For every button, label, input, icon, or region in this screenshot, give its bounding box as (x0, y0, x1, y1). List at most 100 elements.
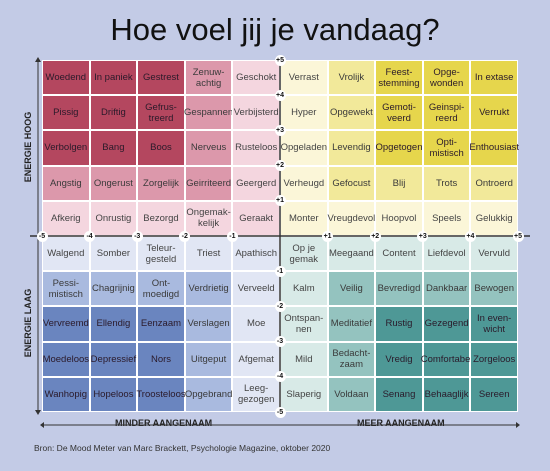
mood-cell: Gespannen (184, 95, 233, 131)
y-tick: +3 (274, 124, 286, 136)
mood-cell: Hopeloos (89, 376, 138, 412)
mood-cell: Bang (89, 130, 138, 166)
x-tick: -1 (226, 230, 238, 242)
mood-cell: Gefocust (327, 165, 376, 201)
mood-cell: Trots (422, 165, 471, 201)
mood-cell: Ontspan- nen (280, 306, 328, 342)
mood-cell: Boos (137, 130, 185, 166)
mood-cell: Nors (137, 341, 185, 377)
y-tick: -3 (274, 336, 286, 348)
mood-cell: Leeg- gezogen (232, 376, 280, 412)
mood-cell: Gelukkig (470, 200, 518, 236)
mood-cell: Bewogen (470, 271, 518, 307)
mood-cell: Geschokt (232, 60, 280, 96)
mood-cell: In paniek (89, 60, 138, 96)
mood-cell: Kalm (280, 271, 328, 307)
mood-cell: Geirriteerd (184, 165, 233, 201)
x-tick: -5 (36, 230, 48, 242)
x-tick: +2 (369, 230, 381, 242)
mood-cell: Verslagen (184, 306, 233, 342)
mood-cell: Angstig (42, 165, 90, 201)
mood-cell: Uitgeput (184, 341, 233, 377)
x-tick: -2 (179, 230, 191, 242)
mood-cell: Opgeladen (280, 130, 328, 166)
mood-cell: Voldaan (327, 376, 376, 412)
mood-cell: Vrolijk (327, 60, 376, 96)
mood-cell: Mild (280, 341, 328, 377)
axis-label-energy-high: ENERGIE HOOG (23, 111, 33, 183)
y-tick: +2 (274, 160, 286, 172)
mood-cell: In extase (470, 60, 518, 96)
mood-cell: Opgewekt (327, 95, 376, 131)
mood-cell: Content (375, 236, 423, 272)
mood-cell: Vervreemd (42, 306, 90, 342)
mood-cell: Teleur- gesteld (137, 236, 185, 272)
mood-cell: Moe (232, 306, 280, 342)
mood-cell: Enthousiast (469, 130, 519, 166)
mood-cell: Depressief (89, 341, 138, 377)
axis-label-more-pleasant: MEER AANGENAAM (357, 418, 445, 428)
mood-cell: Bevredigd (375, 271, 423, 307)
mood-cell: Gestrest (137, 60, 185, 96)
mood-cell: Vredig (375, 341, 423, 377)
mood-cell: Bedacht- zaam (327, 341, 376, 377)
mood-cell: Speels (422, 200, 471, 236)
mood-cell: Woedend (42, 60, 90, 96)
mood-cell: Liefdevol (422, 236, 471, 272)
x-tick: -3 (131, 230, 143, 242)
title: Hoe voel jij je vandaag? (110, 12, 440, 47)
y-tick: -2 (274, 300, 286, 312)
source: Bron: De Mood Meter van Marc Brackett, P… (34, 443, 331, 453)
x-tick: -4 (84, 230, 96, 242)
mood-cell: Afkerig (42, 200, 90, 236)
mood-cell: Op je gemak (280, 236, 328, 272)
y-tick: -4 (274, 371, 286, 383)
mood-cell: Nerveus (184, 130, 233, 166)
mood-cell: Triest (184, 236, 233, 272)
y-tick: +5 (274, 54, 286, 66)
mood-cell: Somber (89, 236, 138, 272)
mood-cell: Troosteloos (136, 376, 186, 412)
mood-cell: Ont- moedigd (137, 271, 185, 307)
mood-cell: Geraakt (232, 200, 280, 236)
mood-cell: Feest- stemming (375, 60, 423, 96)
mood-cell: Zorgeloos (470, 341, 518, 377)
mood-cell: Vreugdevol (328, 200, 375, 236)
mood-cell: Ongemak- kelijk (184, 200, 233, 236)
mood-cell: Verveeld (232, 271, 280, 307)
y-tick: +4 (274, 89, 286, 101)
x-tick: +5 (512, 230, 524, 242)
mood-cell: Geergerd (232, 165, 280, 201)
mood-cell: Hoopvol (375, 200, 423, 236)
mood-cell: Afgemat (232, 341, 280, 377)
mood-cell: Sereen (470, 376, 518, 412)
mood-cell: Senang (375, 376, 423, 412)
mood-cell: Geinspi- reerd (422, 95, 471, 131)
mood-cell: Opgebrand (184, 376, 233, 412)
mood-cell: Pissig (42, 95, 90, 131)
mood-cell: Ontroerd (470, 165, 518, 201)
mood-cell: Veilig (327, 271, 376, 307)
mood-cell: Ongerust (89, 165, 138, 201)
mood-cell: Chagrijnig (89, 271, 138, 307)
mood-cell: Onrustig (89, 200, 138, 236)
mood-cell: Gefrus- treerd (137, 95, 185, 131)
mood-cell: Meditatief (327, 306, 376, 342)
axis-label-energy-low: ENERGIE LAAG (23, 288, 33, 358)
mood-cell: Apathisch (232, 236, 280, 272)
mood-cell: Bezorgd (137, 200, 185, 236)
mood-cell: Levendig (327, 130, 376, 166)
mood-cell: Verrast (280, 60, 328, 96)
mood-cell: Pessi- mistisch (42, 271, 90, 307)
y-tick: -1 (274, 265, 286, 277)
mood-cell: Meegaand (327, 236, 376, 272)
mood-cell: Blij (375, 165, 423, 201)
mood-cell: Rustig (375, 306, 423, 342)
mood-cell: Wanhopig (42, 376, 90, 412)
mood-cell: Gezegend (422, 306, 471, 342)
mood-cell: Vervuld (470, 236, 518, 272)
mood-cell: Walgend (42, 236, 90, 272)
mood-cell: Verheugd (280, 165, 328, 201)
mood-cell: Dankbaar (422, 271, 471, 307)
